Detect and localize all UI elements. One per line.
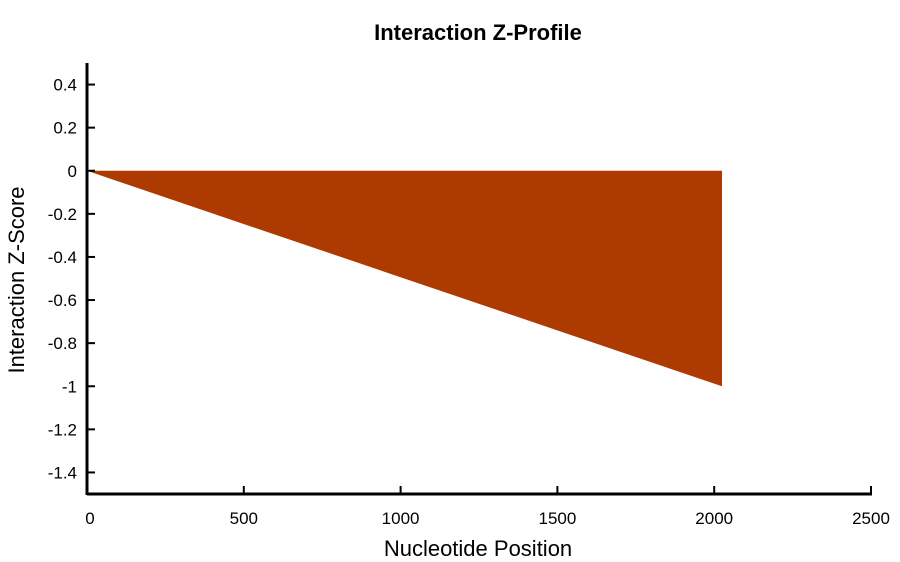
x-axis-label: Nucleotide Position: [384, 536, 572, 561]
y-tick-label: -0.8: [48, 334, 77, 353]
y-tick-label: -1.4: [48, 463, 77, 482]
y-tick-label: 0: [68, 162, 77, 181]
y-tick-label: 0.4: [53, 76, 77, 95]
x-tick-label: 0: [85, 509, 94, 528]
plot-area: [87, 170, 722, 387]
area-series-0: [87, 170, 722, 387]
y-tick-label: -0.2: [48, 205, 77, 224]
x-tick-label: 500: [230, 509, 258, 528]
x-tick-label: 2500: [852, 509, 890, 528]
x-tick-label: 2000: [695, 509, 733, 528]
y-tick-label: -1.2: [48, 420, 77, 439]
y-tick-label: 0.2: [53, 119, 77, 138]
y-axis: 0.4 0.2 0 -0.2 -0.4 -0.6 -0.8 -1 -1.2 -1.4: [48, 63, 95, 495]
x-axis: 0 500 1000 1500 2000 2500: [85, 486, 890, 528]
chart-title: Interaction Z-Profile: [374, 20, 582, 45]
y-tick-label: -0.6: [48, 291, 77, 310]
y-tick-label: -1: [62, 377, 77, 396]
y-tick-label: -0.4: [48, 248, 77, 267]
x-tick-label: 1000: [382, 509, 420, 528]
y-axis-label: Interaction Z-Score: [4, 186, 29, 373]
x-tick-label: 1500: [538, 509, 576, 528]
